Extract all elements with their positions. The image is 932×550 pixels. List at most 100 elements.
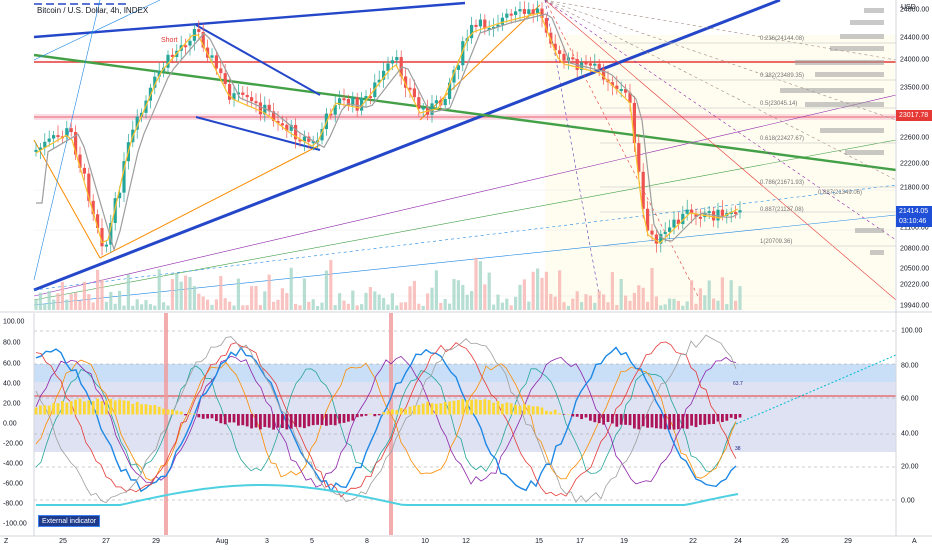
candle bbox=[663, 231, 667, 234]
histogram-bar bbox=[267, 414, 271, 428]
candle bbox=[588, 63, 592, 66]
histogram-bar bbox=[113, 400, 117, 415]
volume-bar bbox=[606, 302, 610, 310]
volume-bar bbox=[118, 290, 122, 310]
external-indicator-button[interactable]: External indicator bbox=[38, 515, 101, 527]
fib-level-label: 0.618(22427.67) bbox=[760, 136, 805, 142]
short-signal-label: Short bbox=[161, 37, 178, 44]
candle bbox=[668, 227, 672, 232]
volume-bar bbox=[206, 299, 210, 310]
fib-level-label: 0.786(21671.93) bbox=[760, 180, 805, 186]
oscillator-left-tick: -60.00 bbox=[3, 480, 23, 488]
histogram-bar bbox=[624, 414, 627, 425]
histogram-bar bbox=[435, 403, 438, 415]
symbol-title[interactable]: Bitcoin / U.S. Dollar, 4h, INDEX bbox=[37, 6, 149, 15]
volume-bar bbox=[659, 305, 663, 310]
volume-bar bbox=[272, 301, 276, 310]
histogram-bar bbox=[580, 414, 583, 420]
candle bbox=[390, 60, 394, 64]
volume-bar bbox=[307, 301, 311, 310]
candle bbox=[716, 209, 720, 221]
histogram-bar bbox=[201, 414, 205, 419]
histogram-bar bbox=[536, 406, 539, 415]
time-tick: 19 bbox=[620, 538, 628, 545]
volume-bar bbox=[179, 281, 183, 310]
volume-bar bbox=[355, 305, 359, 310]
volume-bar bbox=[346, 303, 350, 310]
candle bbox=[593, 63, 597, 66]
candle bbox=[280, 123, 284, 126]
candle bbox=[430, 103, 434, 115]
candle bbox=[395, 57, 399, 61]
candle bbox=[527, 9, 531, 14]
candle bbox=[250, 97, 254, 102]
volume-bar bbox=[166, 305, 170, 310]
current-price-tag: 21414.05 bbox=[896, 206, 932, 217]
candle bbox=[562, 53, 566, 61]
candle bbox=[351, 97, 355, 106]
time-axis[interactable]: 25 27 29 Aug 3 5 8 10 12 15 17 19 22 24 26 29 bbox=[0, 536, 932, 550]
candle bbox=[461, 41, 465, 66]
oscillator-right-axis[interactable]: 100.00 80.00 60.00 40.00 20.00 0.00 bbox=[896, 313, 932, 535]
histogram-bar bbox=[606, 414, 610, 422]
histogram-bar bbox=[369, 413, 372, 415]
volume-bar bbox=[456, 280, 460, 310]
volume-bar bbox=[707, 280, 711, 310]
volume-bar bbox=[311, 299, 315, 310]
candle bbox=[641, 171, 645, 209]
histogram-bar bbox=[483, 399, 487, 415]
oscillator-left-axis[interactable]: 100.00 80.00 60.00 40.00 20.00 0.00 -20.00 -40.… bbox=[0, 313, 34, 535]
candle bbox=[408, 87, 412, 90]
candle bbox=[707, 211, 711, 214]
histogram-bar bbox=[659, 414, 663, 429]
oscillator-value-label: 38 bbox=[735, 446, 741, 452]
price-axis[interactable]: 24800.00 24400.00 24000.00 23500.00 22600.00… bbox=[896, 0, 932, 312]
volume-bar bbox=[566, 305, 570, 310]
histogram-bar bbox=[338, 414, 341, 424]
histogram-bar bbox=[281, 414, 284, 428]
histogram-bar bbox=[646, 414, 649, 428]
histogram-bar bbox=[487, 400, 491, 415]
candle bbox=[188, 40, 192, 46]
time-tick: 17 bbox=[576, 538, 584, 545]
oscillator-right-tick: 0.00 bbox=[901, 497, 915, 505]
volume-bar bbox=[734, 300, 738, 310]
histogram-bar bbox=[509, 403, 513, 415]
histogram-bar bbox=[404, 409, 407, 415]
candle bbox=[382, 70, 386, 80]
histogram-bar bbox=[641, 414, 645, 427]
volume-bar bbox=[338, 293, 342, 310]
histogram-bar bbox=[589, 414, 592, 421]
volume-bar bbox=[496, 294, 500, 310]
histogram-bar bbox=[311, 414, 315, 426]
volume-bar bbox=[153, 305, 157, 310]
volume-bar bbox=[316, 305, 320, 310]
oscillator-left-tick: 0.00 bbox=[3, 420, 17, 428]
price-tick: 21100.00 bbox=[900, 224, 929, 232]
histogram-bar bbox=[127, 400, 130, 415]
candle bbox=[263, 104, 267, 115]
moving-average-line bbox=[35, 12, 739, 244]
candle bbox=[452, 69, 456, 83]
histogram-bar bbox=[465, 400, 469, 415]
volume-bar bbox=[461, 284, 465, 310]
candle bbox=[342, 98, 346, 101]
histogram-bar bbox=[637, 414, 641, 430]
volume-bar bbox=[540, 277, 544, 310]
volume-bar bbox=[571, 298, 575, 310]
volume-bar bbox=[140, 304, 144, 310]
histogram-bar bbox=[39, 405, 42, 415]
volume-bar bbox=[360, 304, 364, 310]
oscillator-right-tick: 80.00 bbox=[901, 362, 919, 370]
candle bbox=[197, 29, 201, 32]
candle bbox=[109, 222, 113, 245]
volume-bar bbox=[681, 305, 685, 310]
price-tick: 19940.00 bbox=[900, 302, 930, 310]
candle bbox=[43, 141, 47, 148]
oscillator-line bbox=[35, 355, 737, 488]
volume-bar bbox=[544, 271, 548, 310]
candle bbox=[228, 84, 232, 100]
volume-bar bbox=[615, 304, 619, 310]
histogram-bar bbox=[259, 414, 262, 430]
